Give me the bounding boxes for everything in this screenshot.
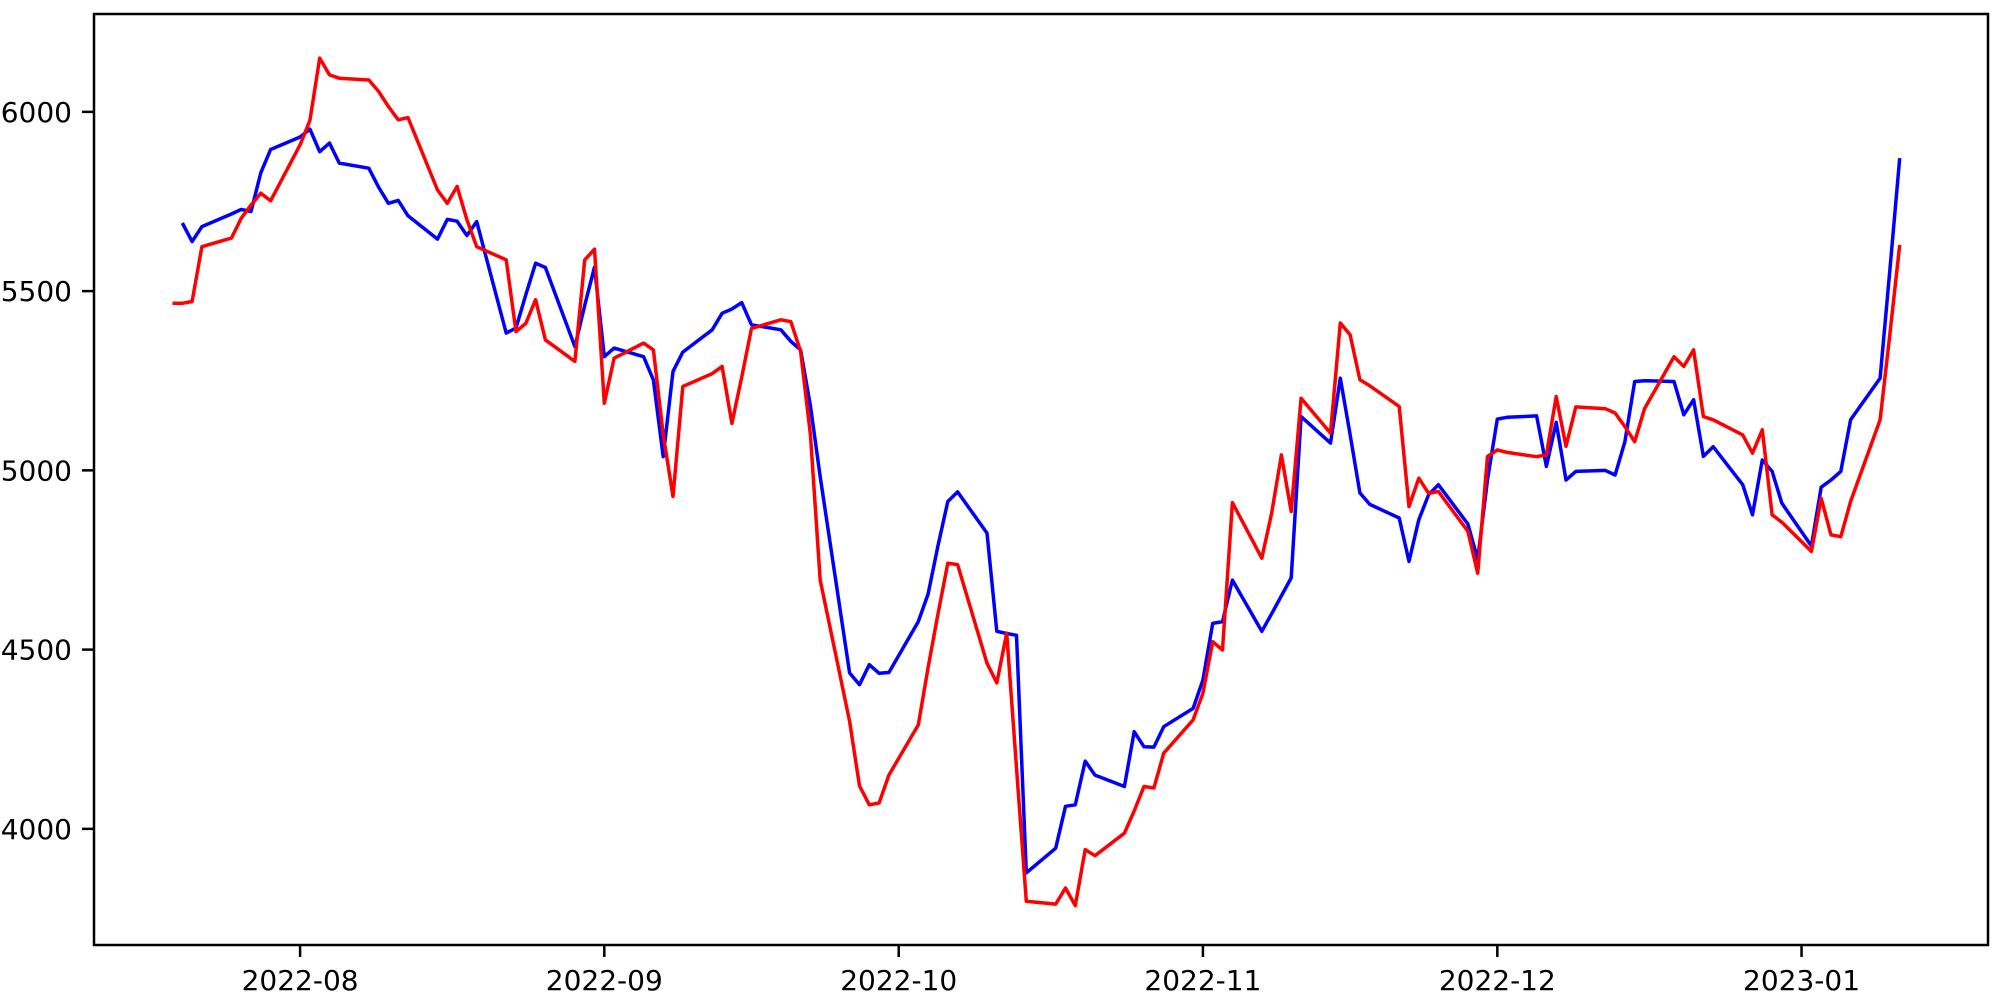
x-tick-label: 2022-08 bbox=[242, 964, 359, 997]
plot-border bbox=[92, 12, 1990, 947]
red-series-line bbox=[172, 56, 1902, 908]
y-tick-label: 4000 bbox=[1, 813, 72, 846]
y-tick-label: 5500 bbox=[1, 275, 72, 308]
x-tick-label: 2022-10 bbox=[840, 964, 957, 997]
y-tick-label: 5000 bbox=[1, 454, 72, 487]
y-tick-label: 6000 bbox=[1, 96, 72, 129]
x-tick-label: 2022-12 bbox=[1439, 964, 1556, 997]
x-tick-label: 2022-11 bbox=[1144, 964, 1261, 997]
x-tick-label: 2023-01 bbox=[1743, 964, 1860, 997]
x-tick-label: 2022-09 bbox=[546, 964, 663, 997]
blue-series-line bbox=[180, 127, 1902, 875]
y-tick-label: 4500 bbox=[1, 634, 72, 667]
